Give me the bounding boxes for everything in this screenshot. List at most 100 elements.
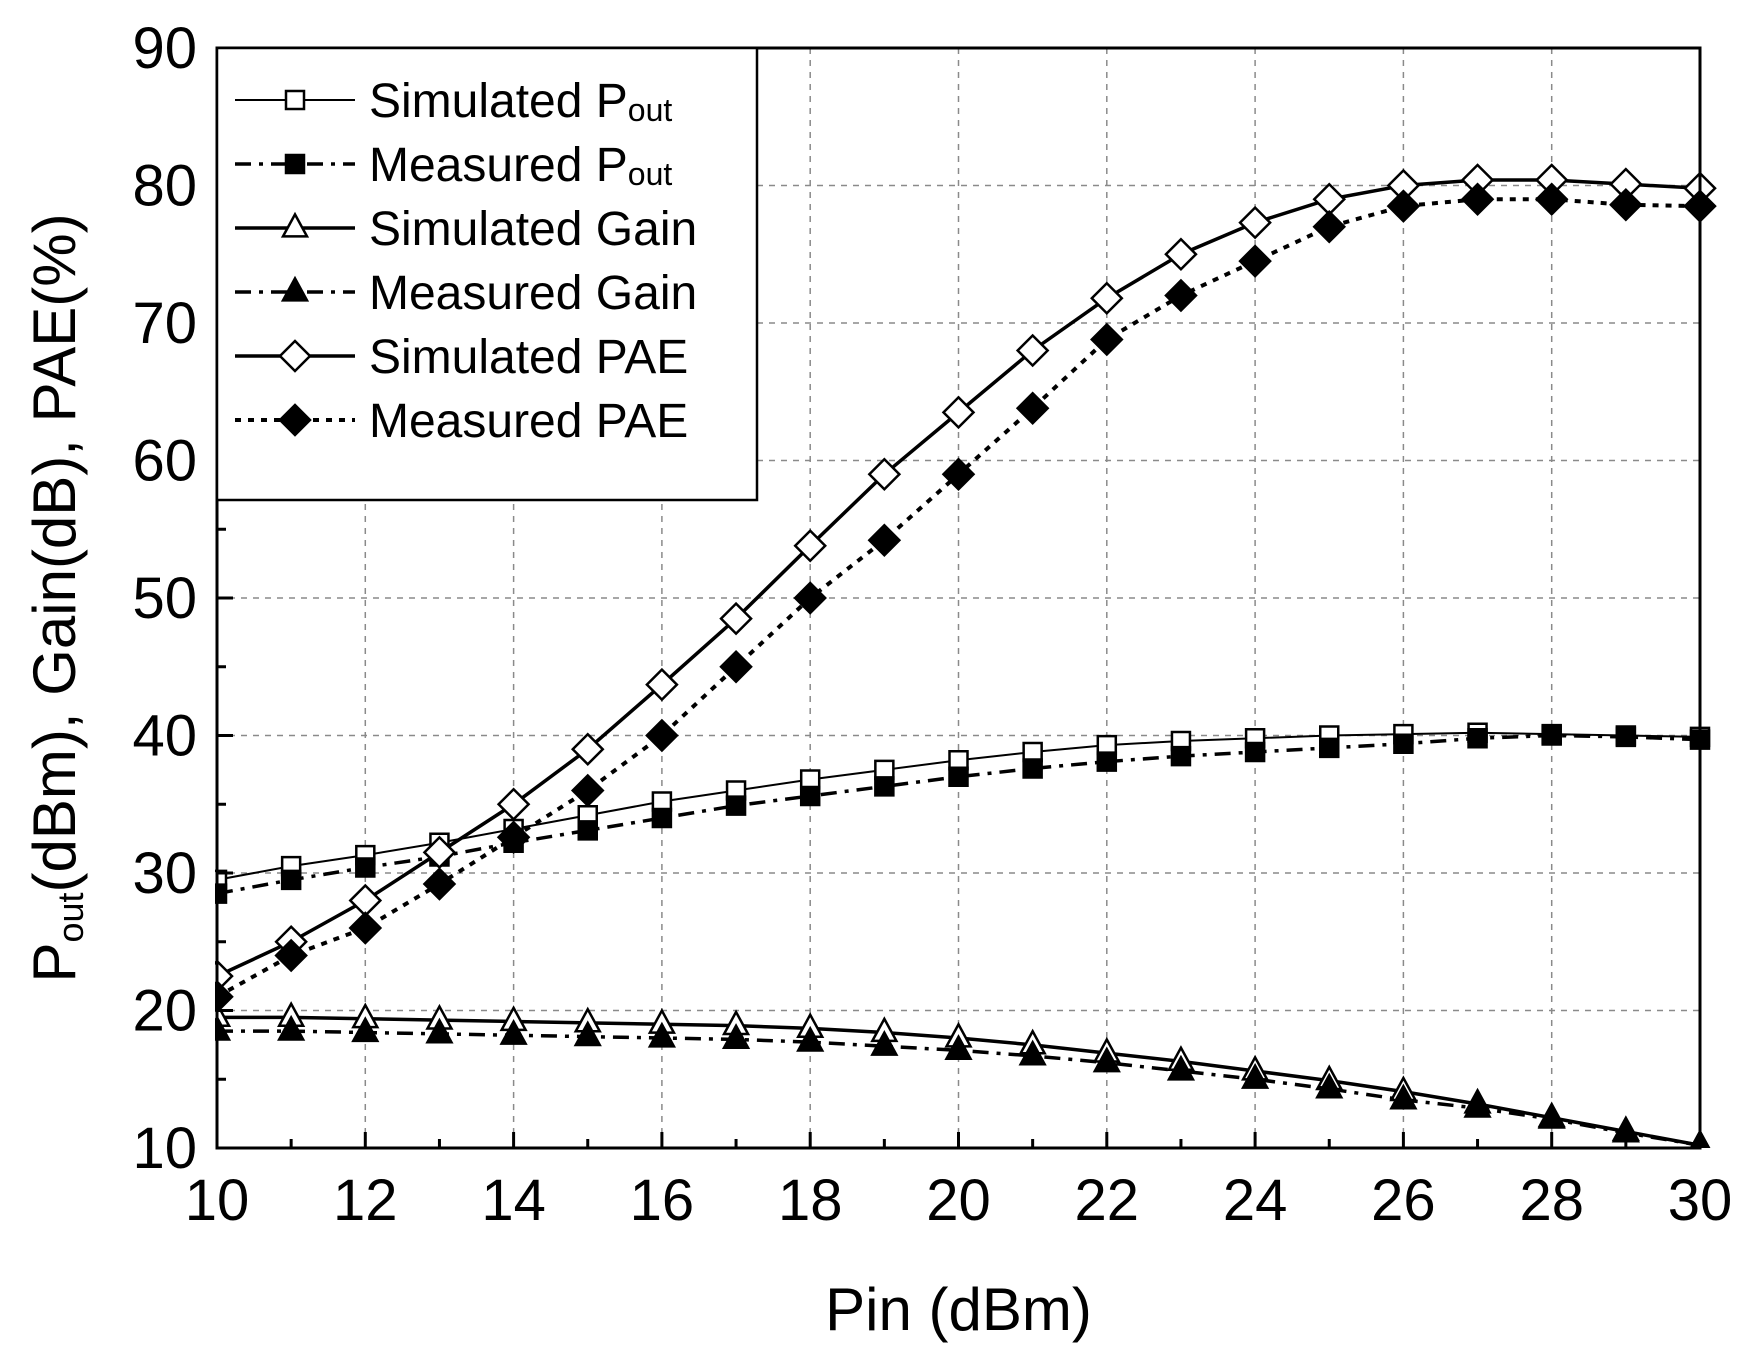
- data-point: [422, 867, 457, 901]
- legend-label-main: Simulated Gain: [369, 203, 697, 256]
- legend-marker: [284, 89, 306, 111]
- data-point: [1541, 725, 1562, 746]
- legend-entry: Simulated PAE: [235, 331, 688, 384]
- data-point: [499, 1018, 528, 1045]
- legend-marker: [278, 339, 312, 373]
- data-point: [1090, 322, 1124, 357]
- data-point: [793, 581, 827, 615]
- legend-marker: [280, 275, 310, 302]
- y-axis-title: Pout(dBm), Gain(dB), PAE(%): [21, 213, 91, 982]
- legend-marker: [284, 153, 306, 175]
- data-point: [1537, 1102, 1566, 1129]
- data-point: [280, 869, 302, 891]
- data-point: [647, 1021, 677, 1048]
- data-point: [948, 766, 969, 787]
- legend-label-subscript: out: [628, 156, 673, 192]
- data-point: [870, 1029, 899, 1056]
- data-point: [1393, 733, 1414, 754]
- data-point: [277, 1014, 306, 1041]
- series-measured-gain: [215, 1014, 1711, 1148]
- x-tick-label: 30: [1668, 1168, 1733, 1233]
- y-tick-label: 10: [132, 1116, 197, 1181]
- data-point: [719, 601, 753, 636]
- data-point: [1096, 751, 1118, 772]
- y-tick-label: 30: [132, 841, 197, 906]
- data-point: [1244, 741, 1266, 763]
- y-axis-title-main: P: [21, 943, 88, 983]
- ticks: 10 12 14 16 18 20 22 24 26 28 30 10 20 30 40 50 60 70 80 90: [132, 16, 1732, 1233]
- data-point: [1312, 209, 1347, 244]
- data-point: [1238, 205, 1272, 240]
- data-point: [1615, 726, 1637, 748]
- data-point: [496, 787, 531, 822]
- x-tick-label: 22: [1075, 1168, 1140, 1233]
- data-point: [1389, 1083, 1418, 1110]
- y-axis-title-rest: (dBm), Gain(dB), PAE(%): [21, 213, 88, 892]
- legend-label-main: Measured Gain: [369, 267, 697, 320]
- series-measured-pae: [215, 182, 1717, 1014]
- data-point: [1463, 1091, 1492, 1118]
- data-point: [651, 807, 673, 829]
- data-point: [570, 732, 605, 767]
- x-tick-label: 16: [630, 1168, 695, 1233]
- x-tick-label: 24: [1223, 1168, 1288, 1233]
- data-point: [793, 528, 827, 563]
- x-tick-label: 10: [185, 1168, 250, 1233]
- y-tick-label: 40: [132, 704, 197, 769]
- data-point: [1609, 187, 1643, 222]
- x-tick-label: 18: [778, 1168, 843, 1233]
- x-tick-label: 20: [926, 1168, 991, 1233]
- x-tick-label: 12: [333, 1168, 398, 1233]
- data-point: [496, 820, 531, 855]
- series-line: [217, 1029, 1701, 1147]
- y-tick-label: 50: [132, 566, 197, 631]
- data-point: [719, 649, 753, 684]
- legend-label: Measured Gain: [369, 267, 697, 320]
- legend-label-subscript: out: [628, 92, 673, 128]
- legend-label: Measured PAE: [369, 395, 688, 448]
- data-point: [1460, 182, 1495, 217]
- x-axis-title: Pin (dBm): [825, 1276, 1092, 1343]
- data-point: [725, 795, 747, 816]
- y-tick-label: 90: [132, 16, 197, 81]
- data-point: [570, 773, 605, 808]
- y-axis-title-subscript: out: [50, 892, 91, 942]
- legend-label: Simulated Gain: [369, 203, 697, 256]
- legend-entry: Simulated Pout: [235, 75, 672, 128]
- data-point: [577, 820, 598, 841]
- legend-label-main: Simulated P: [369, 75, 628, 128]
- data-point: [355, 857, 376, 878]
- data-point: [799, 785, 821, 807]
- data-point: [1319, 737, 1340, 759]
- data-point: [1238, 244, 1272, 278]
- data-point: [1467, 728, 1488, 749]
- data-point: [1015, 333, 1050, 368]
- legend-marker: [280, 211, 310, 238]
- data-point: [721, 1023, 751, 1049]
- data-point: [1092, 1046, 1121, 1073]
- data-point: [867, 457, 902, 492]
- data-point: [867, 523, 902, 558]
- data-point: [645, 667, 679, 702]
- data-point: [1170, 745, 1192, 767]
- data-point: [1090, 281, 1124, 316]
- x-tick-label: 26: [1371, 1168, 1436, 1233]
- data-point: [425, 1017, 454, 1044]
- data-point: [1386, 189, 1421, 223]
- x-tick-label: 28: [1519, 1168, 1584, 1233]
- data-point: [645, 718, 679, 753]
- series-simulated-pae: [215, 163, 1717, 993]
- data-point: [944, 1034, 973, 1060]
- data-point: [941, 457, 976, 492]
- data-point: [1534, 182, 1569, 217]
- y-tick-label: 70: [132, 291, 197, 356]
- legend-label-main: Measured P: [369, 139, 628, 192]
- data-point: [1015, 391, 1050, 426]
- data-point: [351, 1016, 380, 1043]
- y-tick-label: 80: [132, 154, 197, 219]
- legend-label: Simulated Pout: [369, 75, 672, 128]
- data-point: [1164, 237, 1198, 272]
- y-tick-label: 60: [132, 429, 197, 494]
